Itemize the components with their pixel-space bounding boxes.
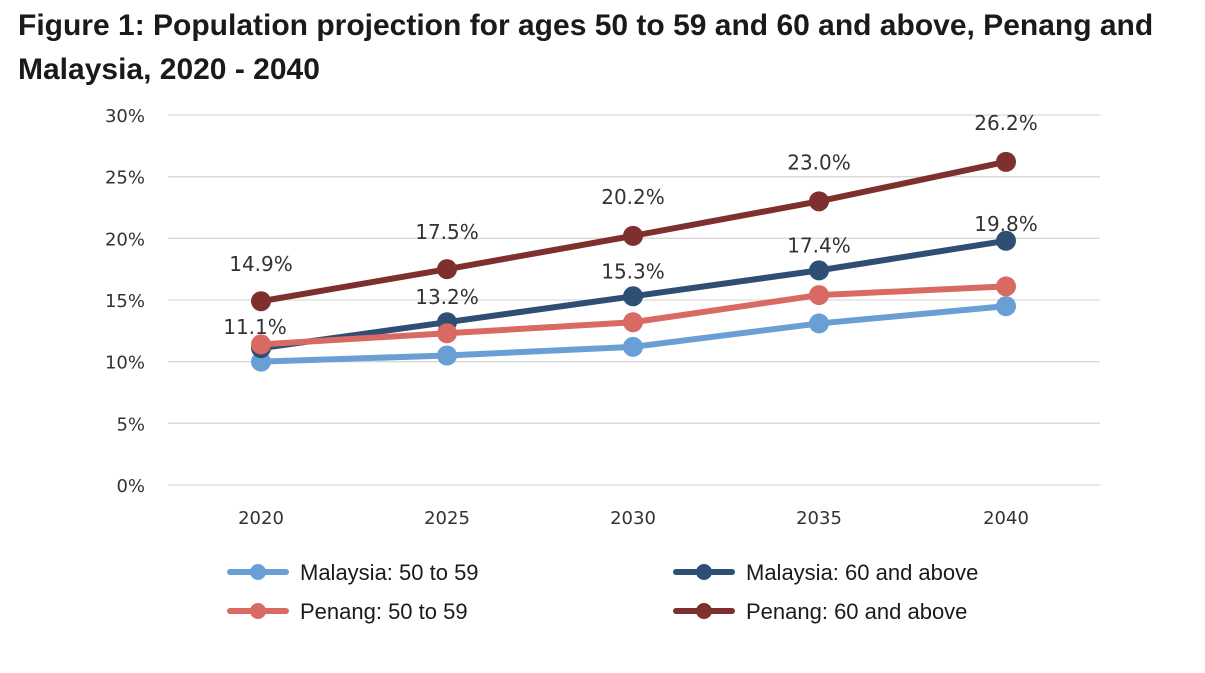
data-point	[809, 191, 829, 212]
data-point	[809, 313, 829, 334]
data-point	[996, 230, 1016, 251]
data-point	[623, 286, 643, 307]
y-tick-label: 25%	[105, 168, 145, 189]
data-label: 11.1%	[223, 315, 287, 339]
data-point	[251, 291, 271, 312]
data-label: 20.2%	[601, 185, 665, 209]
data-point	[996, 151, 1016, 172]
data-point	[437, 345, 457, 366]
legend-label: Penang: 60 and above	[746, 599, 967, 624]
legend-swatch-marker	[250, 603, 266, 619]
legend-label: Penang: 50 to 59	[300, 599, 468, 624]
data-point	[437, 259, 457, 280]
x-tick-label: 2025	[424, 508, 470, 529]
data-point	[623, 312, 643, 333]
legend-item: Penang: 50 to 59	[227, 599, 468, 624]
data-point	[437, 323, 457, 344]
data-point	[809, 260, 829, 281]
data-point	[251, 334, 271, 355]
x-tick-label: 2030	[610, 508, 656, 529]
data-point	[623, 225, 643, 246]
data-label: 15.3%	[601, 259, 665, 283]
y-tick-label: 0%	[116, 476, 145, 497]
data-point	[996, 296, 1016, 317]
legend-label: Malaysia: 60 and above	[746, 560, 978, 585]
legend-item: Malaysia: 50 to 59	[227, 560, 479, 585]
data-label: 23.0%	[787, 150, 851, 174]
data-label: 14.9%	[229, 252, 293, 276]
y-tick-label: 20%	[105, 229, 145, 250]
y-tick-label: 30%	[105, 106, 145, 127]
data-label: 17.5%	[415, 220, 479, 244]
legend-swatch-marker	[250, 564, 266, 580]
x-tick-label: 2040	[983, 508, 1029, 529]
y-tick-label: 5%	[116, 414, 145, 435]
y-tick-label: 10%	[105, 353, 145, 374]
legend-label: Malaysia: 50 to 59	[300, 560, 479, 585]
data-label: 26.2%	[974, 111, 1038, 135]
y-tick-label: 15%	[105, 291, 145, 312]
legend-item: Penang: 60 and above	[673, 599, 967, 624]
data-point	[623, 336, 643, 357]
legend-swatch-marker	[696, 603, 712, 619]
chart-title: Figure 1: Population projection for ages…	[18, 9, 1154, 86]
x-tick-label: 2020	[238, 508, 284, 529]
x-tick-label: 2035	[796, 508, 842, 529]
data-label: 19.8%	[974, 212, 1038, 236]
data-label: 13.2%	[415, 285, 479, 309]
data-label: 17.4%	[787, 233, 851, 257]
data-point	[809, 285, 829, 306]
data-point	[996, 276, 1016, 297]
legend-item: Malaysia: 60 and above	[673, 560, 978, 585]
legend-swatch-marker	[696, 564, 712, 580]
